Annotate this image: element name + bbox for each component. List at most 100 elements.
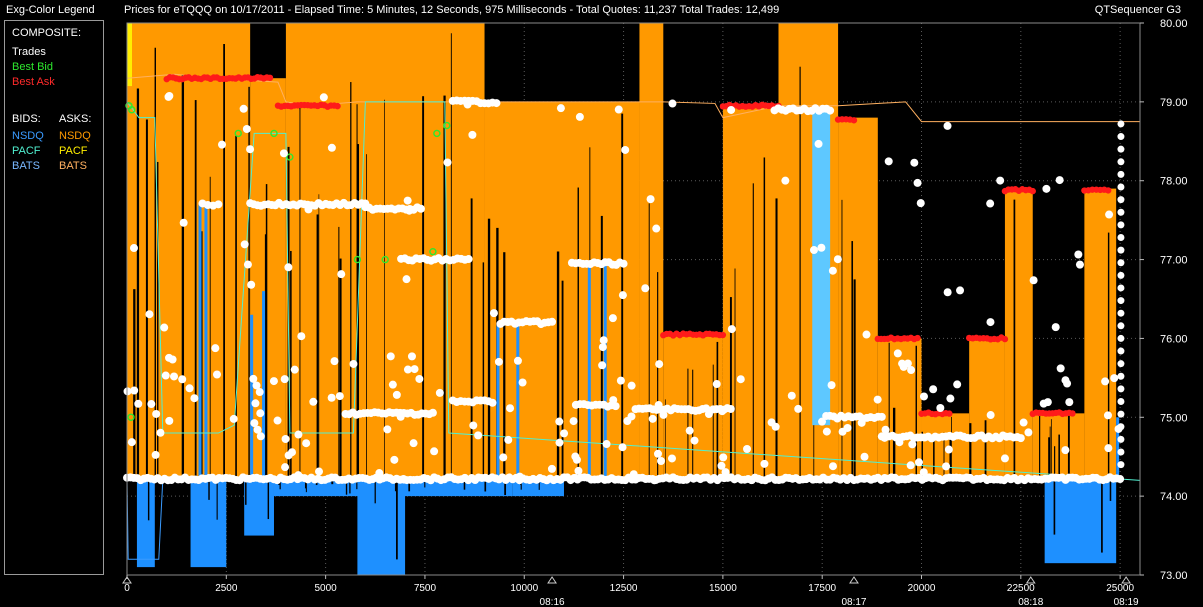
x-tick-label-1: 2500 bbox=[215, 583, 238, 594]
time-marker-0 bbox=[547, 576, 557, 584]
ask-gap-13-3 bbox=[1058, 434, 1060, 481]
trade-dot-363 bbox=[464, 255, 473, 264]
trade-dot-747 bbox=[555, 438, 564, 447]
bid-gap-3-18 bbox=[305, 480, 307, 493]
bid-spike-8 bbox=[1116, 417, 1120, 481]
trade-dot-791 bbox=[1117, 233, 1125, 241]
trade-dot-789 bbox=[1117, 259, 1125, 267]
trade-dot-677 bbox=[250, 419, 259, 428]
trade-dot-653 bbox=[910, 158, 919, 167]
ask-marker-10-6 bbox=[1105, 187, 1112, 194]
ask-gap-3-21 bbox=[556, 251, 560, 481]
trade-dot-717 bbox=[290, 365, 299, 374]
ask-gap-0-13 bbox=[145, 119, 148, 481]
trade-dot-602 bbox=[895, 438, 904, 447]
nsdq-bid-line bbox=[126, 480, 164, 560]
ask-gap-0-19 bbox=[154, 47, 156, 481]
x-tick-label-6: 15000 bbox=[709, 583, 737, 594]
trade-dot-684 bbox=[415, 374, 424, 383]
trade-dot-645 bbox=[946, 394, 955, 403]
x-tick-label-7: 17500 bbox=[808, 583, 836, 594]
title-bar: Exg-Color Legend Prices for eTQQQ on 10/… bbox=[0, 0, 1203, 20]
trade-dot-600 bbox=[269, 377, 278, 386]
trade-dot-724 bbox=[474, 431, 483, 440]
trade-dot-596 bbox=[646, 195, 655, 204]
bid-gap-2-3 bbox=[267, 480, 270, 520]
trade-dot-715 bbox=[1104, 444, 1113, 453]
trade-dot-787 bbox=[1117, 284, 1125, 292]
trade-dot-706 bbox=[555, 417, 564, 426]
bid-gap-3-1 bbox=[345, 480, 348, 495]
best-bid-markers bbox=[125, 102, 451, 421]
trade-dot-631 bbox=[489, 309, 498, 318]
trade-dot-610 bbox=[657, 457, 666, 466]
y-tick-label-6: 79.00 bbox=[1160, 97, 1188, 109]
trade-dot-754 bbox=[1000, 454, 1009, 463]
trade-dot-636 bbox=[190, 394, 199, 403]
bid-gap-5-3 bbox=[520, 480, 522, 490]
ask-gap-6-1 bbox=[752, 183, 754, 481]
trade-dot-722 bbox=[409, 439, 418, 448]
trade-dot-740 bbox=[659, 410, 668, 419]
bid-gap-2-1 bbox=[245, 480, 247, 505]
y-tick-label-7: 80.00 bbox=[1160, 18, 1188, 30]
trade-dot-646 bbox=[743, 445, 752, 454]
trade-dot-726 bbox=[860, 452, 869, 461]
trade-dot-742 bbox=[641, 284, 650, 293]
trade-dot-743 bbox=[794, 404, 803, 413]
trade-dot-800 bbox=[1117, 120, 1125, 128]
trade-dot-783 bbox=[1117, 334, 1125, 342]
bid-marker-4 bbox=[286, 153, 294, 161]
trade-dot-618 bbox=[602, 440, 611, 449]
trade-dots bbox=[123, 91, 1125, 485]
trade-dot-590 bbox=[315, 467, 324, 476]
trade-dot-681 bbox=[618, 443, 627, 452]
x-tick-label-9: 22500 bbox=[1007, 583, 1035, 594]
x-tick-label-3: 7500 bbox=[414, 583, 437, 594]
trade-dot-688 bbox=[884, 157, 893, 166]
trade-dot-799 bbox=[1117, 133, 1125, 141]
ask-gap-0-14 bbox=[136, 88, 140, 481]
ask-gap-8-0 bbox=[851, 241, 854, 481]
trade-dot-690 bbox=[443, 158, 452, 167]
trade-dot-576 bbox=[653, 449, 662, 458]
bid-marker-9 bbox=[429, 247, 437, 256]
trade-dot-613 bbox=[943, 121, 952, 130]
trade-dot-695 bbox=[127, 438, 136, 447]
trade-dot-569 bbox=[240, 240, 249, 249]
trade-dot-749 bbox=[256, 432, 265, 441]
trade-dot-679 bbox=[273, 416, 282, 425]
trade-dot-621 bbox=[833, 255, 842, 264]
trade-dot-758 bbox=[164, 92, 173, 101]
trade-dot-732 bbox=[309, 397, 318, 406]
ask-gap-9-6 bbox=[892, 407, 896, 481]
trade-dot-737 bbox=[255, 388, 264, 397]
bid-spike-4 bbox=[496, 322, 500, 481]
bid-spike-2 bbox=[250, 314, 254, 481]
trade-dot-689 bbox=[913, 178, 922, 187]
trade-dot-672 bbox=[1103, 411, 1112, 420]
time-tick-label-2: 08:18 bbox=[1018, 597, 1043, 607]
trade-dot-746 bbox=[908, 440, 917, 449]
trade-dot-665 bbox=[249, 374, 258, 383]
trade-dot-562 bbox=[211, 344, 220, 353]
trade-dot-784 bbox=[1117, 322, 1125, 330]
ask-marker-7-10 bbox=[1001, 335, 1009, 343]
trade-dot-655 bbox=[1043, 398, 1052, 407]
trade-dot-685 bbox=[618, 291, 627, 300]
legend-ask-nsdq: NSDQ bbox=[59, 130, 91, 142]
trade-dot-599 bbox=[781, 176, 790, 185]
ask-gap-5-0 bbox=[712, 364, 714, 481]
trade-dot-775 bbox=[1117, 435, 1125, 443]
trade-dot-779 bbox=[1117, 385, 1125, 393]
trade-dot-692 bbox=[655, 360, 664, 369]
trade-dot-675 bbox=[218, 140, 227, 149]
legend-composite-heading: COMPOSITE: bbox=[12, 27, 82, 39]
time-tick-label-3: 08:19 bbox=[1114, 597, 1139, 607]
trade-dot-614 bbox=[151, 450, 160, 459]
ask-gap-8-5 bbox=[841, 199, 843, 481]
trade-dot-629 bbox=[246, 145, 255, 154]
trade-dot-760 bbox=[1056, 364, 1065, 373]
trade-dot-751 bbox=[942, 462, 951, 471]
trade-dot-553 bbox=[717, 461, 726, 470]
